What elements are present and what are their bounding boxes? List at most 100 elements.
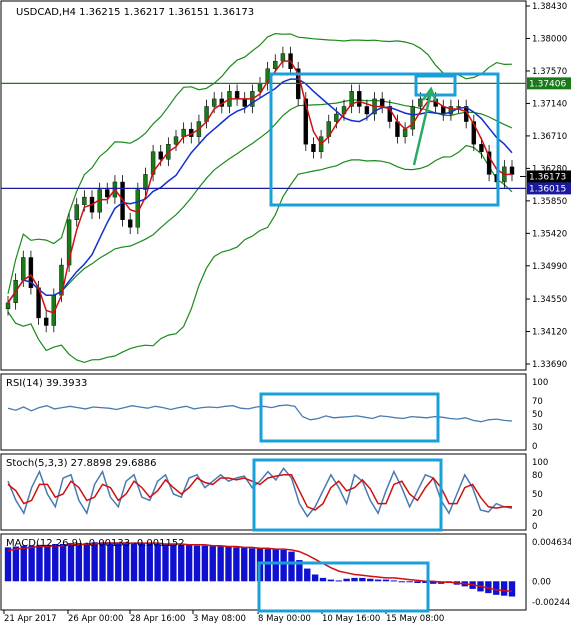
candle-body xyxy=(402,128,408,137)
macd-histogram-bar xyxy=(296,560,303,582)
macd-histogram-bar xyxy=(225,546,232,582)
rsi-tick-label: 70 xyxy=(532,397,543,407)
candle-body xyxy=(234,91,240,100)
macd-tick-label: 0.004634 xyxy=(532,538,571,548)
candle-body xyxy=(357,91,362,107)
macd-histogram-bar xyxy=(4,547,12,582)
candle-body xyxy=(387,106,393,122)
price-tick-label: 1.38000 xyxy=(532,34,567,44)
bollinger-lower-band xyxy=(7,144,513,364)
target-box-price xyxy=(414,74,457,97)
axis-labels-layer: 1.38430 1.38000 1.37570 1.37140 1.36710 1.362… xyxy=(3,2,571,624)
macd-histogram-bar xyxy=(414,581,421,583)
macd-histogram-bar xyxy=(217,546,224,582)
time-tick-label: 26 Apr 00:00 xyxy=(68,614,123,624)
candle-body xyxy=(479,144,484,152)
candle-body xyxy=(242,98,247,107)
candle-body xyxy=(66,219,72,266)
time-tick-label: 21 Apr 2017 xyxy=(4,614,57,624)
stoch-series-layer xyxy=(7,467,513,518)
highlight-box-macd xyxy=(257,561,430,613)
candle-body xyxy=(158,151,163,160)
stoch-tick-label: 50 xyxy=(532,490,543,500)
macd-histogram-bar xyxy=(91,542,98,582)
price-tick-label: 1.35850 xyxy=(532,197,567,207)
rsi-tick-label: 100 xyxy=(532,378,548,388)
macd-histogram-bar xyxy=(335,580,342,582)
candle-body xyxy=(127,219,133,228)
macd-histogram-bar xyxy=(138,543,146,582)
candle-body xyxy=(410,106,415,130)
macd-histogram-bar xyxy=(367,578,374,582)
time-tick-label: 3 May 08:00 xyxy=(193,614,246,624)
macd-histogram-bar xyxy=(178,544,185,582)
price-tick-label: 1.34550 xyxy=(532,295,567,305)
candle-body xyxy=(173,136,179,145)
highlight-box-price xyxy=(269,72,500,207)
macd-histogram-bar xyxy=(83,543,90,582)
macd-histogram-bar xyxy=(398,581,405,583)
macd-histogram-bar xyxy=(406,581,413,583)
macd-histogram-bar xyxy=(36,544,43,582)
candle-body xyxy=(379,98,385,107)
ma-slow-line xyxy=(7,78,513,304)
macd-histogram-bar xyxy=(170,543,177,582)
forecast-arrow-head xyxy=(421,86,438,102)
macd-histogram-bar xyxy=(52,543,59,582)
macd-histogram-bar xyxy=(264,549,272,582)
macd-histogram-bar xyxy=(359,577,366,582)
macd-histogram-bar xyxy=(493,581,500,595)
macd-histogram-bar xyxy=(185,544,193,582)
candle-body xyxy=(82,196,87,205)
price-tick-label: 1.36710 xyxy=(532,132,567,142)
symbol-title: USDCAD,H4 1.36215 1.36217 1.36151 1.3617… xyxy=(16,7,254,18)
macd-histogram-bar xyxy=(162,543,169,582)
macd-histogram-bar xyxy=(304,568,311,582)
candle-body xyxy=(143,174,148,190)
rsi-tick-label: 50 xyxy=(532,410,543,420)
macd-histogram-bar xyxy=(500,581,508,596)
macd-histogram-bar xyxy=(20,545,27,582)
macd-histogram-bar xyxy=(280,549,287,582)
candle-body xyxy=(418,98,423,107)
rsi-tick-label: 30 xyxy=(532,423,543,433)
price-tick-label: 1.34990 xyxy=(532,262,567,272)
macd-histogram-bar xyxy=(485,581,492,594)
stoch-tick-label: 100 xyxy=(532,458,548,468)
annotation-layer xyxy=(252,72,500,613)
macd-histogram-bar xyxy=(201,545,209,582)
price-tick-label: 1.37570 xyxy=(532,67,567,77)
macd-histogram-bar xyxy=(146,543,153,582)
highlight-box-rsi xyxy=(259,392,440,443)
macd-histogram-bar xyxy=(209,545,216,582)
candle-body xyxy=(456,106,461,108)
macd-histogram-bar xyxy=(154,543,161,582)
macd-histogram-bar xyxy=(241,547,248,582)
macd-histogram-bar xyxy=(115,542,122,582)
highlight-box-stoch xyxy=(252,458,443,532)
price-level-label: 1.37406 xyxy=(529,79,566,89)
macd-histogram-bar xyxy=(288,551,295,582)
macd-histogram-bar xyxy=(390,580,398,582)
macd-histogram-bar xyxy=(272,549,279,582)
candle-body xyxy=(349,91,354,107)
rsi-tick-label: 0 xyxy=(532,442,537,452)
macd-histogram-bar xyxy=(351,577,358,582)
candle-body xyxy=(334,113,339,122)
macd-histogram-bar xyxy=(508,581,516,597)
price-tick-label: 1.33690 xyxy=(532,360,567,370)
macd-histogram-bar xyxy=(44,544,51,582)
macd-histogram-bar xyxy=(59,543,67,582)
candle-body xyxy=(211,98,217,107)
price-tick-label: 1.36280 xyxy=(532,164,567,174)
macd-histogram-bar xyxy=(99,542,106,582)
price-level-label: 1.36015 xyxy=(529,184,566,194)
current-price-tag xyxy=(527,170,571,183)
macd-histogram-bar xyxy=(311,574,319,582)
candle-body xyxy=(364,106,370,115)
price-level-tag xyxy=(527,182,571,195)
time-tick-label: 10 May 16:00 xyxy=(322,614,380,624)
macd-histogram-bar xyxy=(327,579,335,582)
stoch-tick-label: 20 xyxy=(532,509,543,519)
